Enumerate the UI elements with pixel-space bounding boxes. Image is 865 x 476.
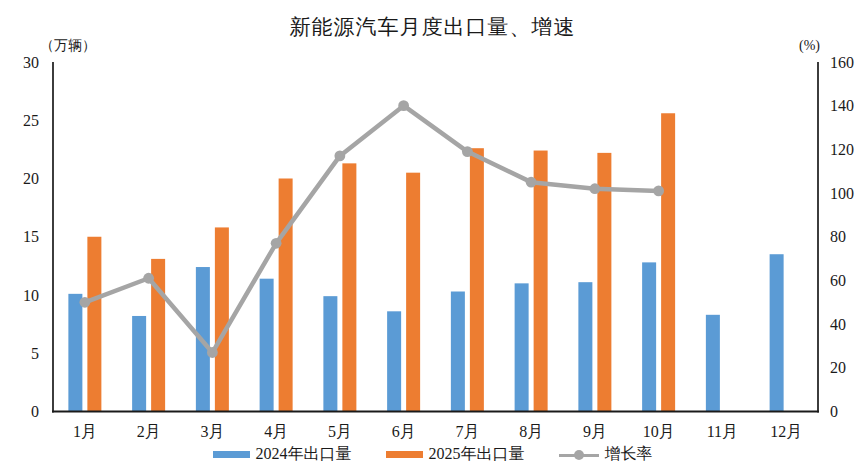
x-axis-label-6月: 6月 [392, 423, 416, 440]
bar-2024-9月 [578, 282, 592, 411]
growth-marker-3月 [207, 347, 218, 358]
growth-marker-8月 [526, 177, 537, 188]
right-axis-tick-100: 100 [830, 185, 854, 202]
x-axis-label-11月: 11月 [707, 423, 738, 440]
x-axis-label-3月: 3月 [200, 423, 224, 440]
bar-2025-9月 [597, 153, 611, 412]
bar-2024-6月 [387, 311, 401, 411]
growth-marker-2月 [143, 273, 154, 284]
bar-2025-8月 [534, 151, 548, 412]
growth-marker-7月 [462, 146, 473, 157]
legend-label-2024: 2024年出口量 [256, 444, 352, 465]
bar-2025-10月 [661, 113, 675, 411]
bar-2025-5月 [342, 163, 356, 411]
growth-marker-1月 [79, 297, 90, 308]
left-axis-tick-15: 15 [23, 228, 39, 245]
bar-2024-5月 [323, 296, 337, 411]
growth-marker-9月 [589, 183, 600, 194]
bar-2024-8月 [515, 283, 529, 411]
right-axis-tick-20: 20 [830, 359, 846, 376]
left-axis-tick-5: 5 [31, 345, 39, 362]
x-axis-label-10月: 10月 [643, 423, 675, 440]
legend-label-2025: 2025年出口量 [429, 444, 525, 465]
right-axis-tick-0: 0 [830, 403, 838, 420]
growth-marker-10月 [653, 185, 664, 196]
growth-line-swatch-dot [574, 450, 584, 460]
right-axis-tick-140: 140 [830, 97, 854, 114]
plot-area: 0 5 10 15 20 25 30 0 20 40 60 80 100 120 140 160 1月 2月 3月 4… [0, 0, 865, 476]
growth-marker-5月 [334, 151, 345, 162]
x-axis-label-12月: 12月 [770, 423, 802, 440]
legend-label-growth: 增长率 [605, 444, 653, 465]
x-axis-label-7月: 7月 [455, 423, 479, 440]
bar-2024-10月 [642, 262, 656, 411]
right-axis-tick-40: 40 [830, 316, 846, 333]
growth-marker-6月 [398, 100, 409, 111]
right-axis-tick-60: 60 [830, 272, 846, 289]
bar-2025-1月 [87, 237, 101, 412]
x-axis-label-1月: 1月 [73, 423, 97, 440]
bar-2024-2月 [132, 316, 146, 412]
legend-item-growth: 增长率 [559, 444, 653, 465]
bar-2025-6月 [406, 173, 420, 412]
bar-2025-3月 [215, 227, 229, 411]
bar-2025-4月 [279, 179, 293, 412]
legend-swatch-2025 [386, 451, 423, 458]
right-axis-tick-160: 160 [830, 54, 854, 71]
bar-2024-4月 [260, 279, 274, 412]
left-axis-tick-20: 20 [23, 170, 39, 187]
bar-2025-7月 [470, 148, 484, 411]
x-axis-label-5月: 5月 [328, 423, 352, 440]
bar-2024-11月 [706, 315, 720, 412]
x-axis-label-9月: 9月 [583, 423, 607, 440]
left-axis-tick-10: 10 [23, 287, 39, 304]
growth-marker-4月 [271, 238, 282, 249]
x-axis-label-8月: 8月 [519, 423, 543, 440]
left-axis-tick-30: 30 [23, 54, 39, 71]
chart-legend: 2024年出口量 2025年出口量 增长率 [0, 444, 865, 465]
legend-swatch-2024 [213, 451, 250, 458]
legend-item-2024: 2024年出口量 [213, 444, 352, 465]
growth-rate-line [85, 106, 659, 353]
left-axis-tick-0: 0 [31, 403, 39, 420]
bar-2024-7月 [451, 292, 465, 412]
bar-2024-12月 [770, 254, 784, 411]
chart-container: 新能源汽车月度出口量、增速 （万辆） (%) 05101520253002040… [0, 0, 865, 476]
right-axis-tick-80: 80 [830, 228, 846, 245]
x-axis-label-2月: 2月 [137, 423, 161, 440]
x-axis-label-4月: 4月 [264, 423, 288, 440]
legend-swatch-growth-line [559, 449, 599, 461]
right-axis-tick-120: 120 [830, 141, 854, 158]
left-axis-tick-25: 25 [23, 112, 39, 129]
legend-item-2025: 2025年出口量 [386, 444, 525, 465]
bar-2024-1月 [68, 294, 82, 412]
